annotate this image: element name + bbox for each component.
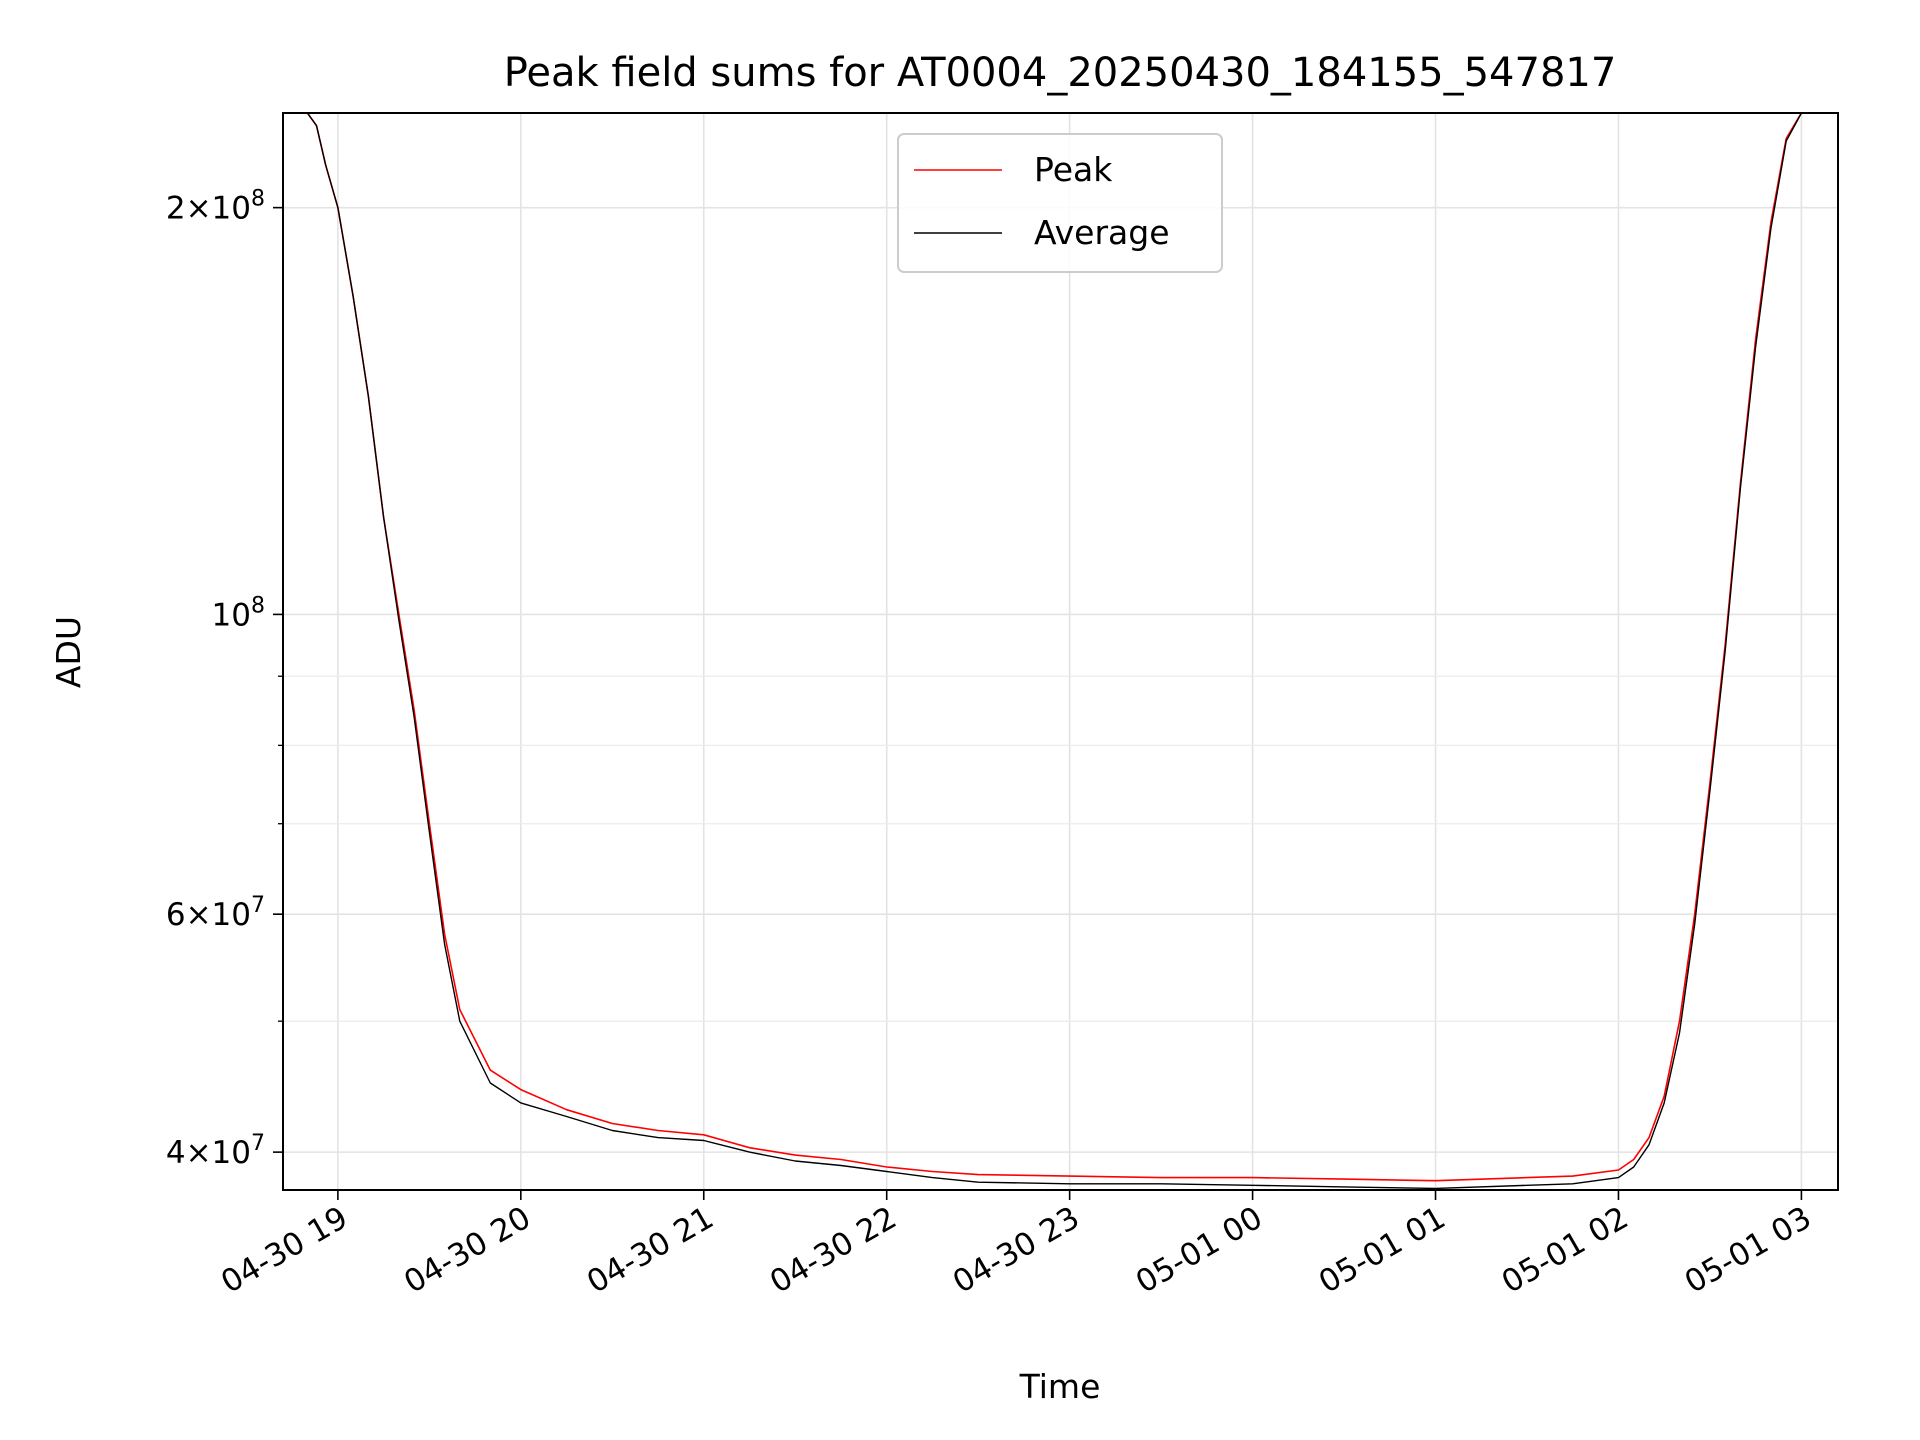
x-tick-label: 05-01 03: [1679, 1200, 1818, 1301]
plot-area-frame: [282, 112, 1839, 1191]
series-layer: [283, 113, 1838, 1190]
legend-box: [897, 133, 1223, 273]
x-tick-label: 04-30 22: [764, 1200, 903, 1301]
legend-label-peak: Peak: [1034, 150, 1113, 189]
legend-label-average: Average: [1034, 213, 1170, 252]
y-tick-label: 2×108: [166, 187, 265, 227]
legend: Peak Average: [897, 133, 1223, 273]
x-tick-label: 04-30 21: [581, 1200, 720, 1301]
axis-ticks: 04-30 19 04-30 20 04-30 21 04-30 22 04-30 23…: [166, 187, 1818, 1301]
x-tick-label: 04-30 23: [947, 1200, 1086, 1301]
x-tick-label: 05-01 02: [1496, 1200, 1635, 1301]
y-tick-label: 6×107: [166, 893, 265, 933]
x-axis-label: Time: [1019, 1367, 1101, 1406]
x-tick-label: 05-01 01: [1313, 1200, 1452, 1301]
series-line-average: [283, 113, 1838, 1190]
y-axis-label: ADU: [49, 616, 88, 688]
x-tick-label: 04-30 20: [398, 1200, 537, 1301]
x-tick-label: 05-01 00: [1130, 1200, 1269, 1301]
y-tick-label: 4×107: [166, 1131, 265, 1171]
x-tick-label: 04-30 19: [215, 1200, 354, 1301]
y-tick-label: 108: [212, 593, 265, 633]
grid: [283, 113, 1838, 1190]
chart-title: Peak field sums for AT0004_20250430_1841…: [504, 50, 1617, 96]
